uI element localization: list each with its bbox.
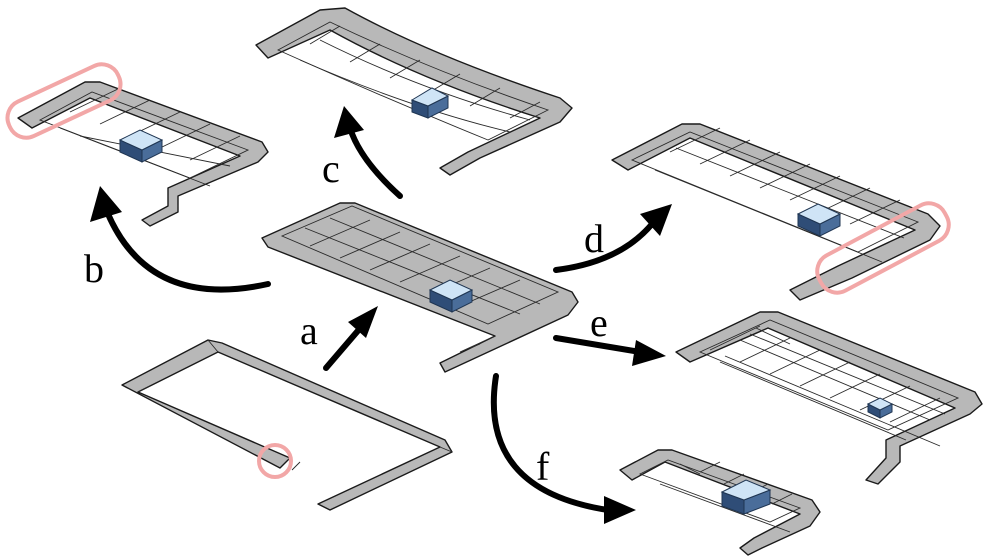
label-d: d bbox=[584, 216, 604, 261]
label-f: f bbox=[536, 444, 550, 489]
mesh-e bbox=[675, 311, 983, 485]
mesh-d bbox=[611, 123, 951, 301]
highlight-box-d bbox=[815, 201, 951, 295]
label-c: c bbox=[322, 146, 340, 191]
box-object-c bbox=[410, 87, 450, 119]
arrow-c bbox=[334, 106, 403, 199]
arrow-f bbox=[490, 373, 636, 524]
mesh-a-base bbox=[261, 202, 579, 373]
box-object-d bbox=[796, 203, 842, 237]
box-object-a bbox=[428, 279, 474, 313]
label-a: a bbox=[300, 308, 318, 353]
arrow-e bbox=[553, 335, 666, 366]
highlight-circle bbox=[257, 443, 293, 479]
mesh-c bbox=[255, 7, 573, 176]
box-object-e bbox=[866, 397, 894, 419]
label-b: b bbox=[84, 246, 104, 291]
arrow-a bbox=[323, 306, 378, 371]
box-object-f bbox=[720, 479, 772, 515]
arrow-b bbox=[90, 186, 271, 293]
highlight-box-b bbox=[5, 62, 123, 140]
input-outline-path bbox=[121, 339, 453, 511]
arrow-d bbox=[553, 204, 672, 273]
mesh-f bbox=[619, 449, 821, 556]
box-object-b bbox=[118, 129, 164, 163]
label-e: e bbox=[590, 300, 608, 345]
